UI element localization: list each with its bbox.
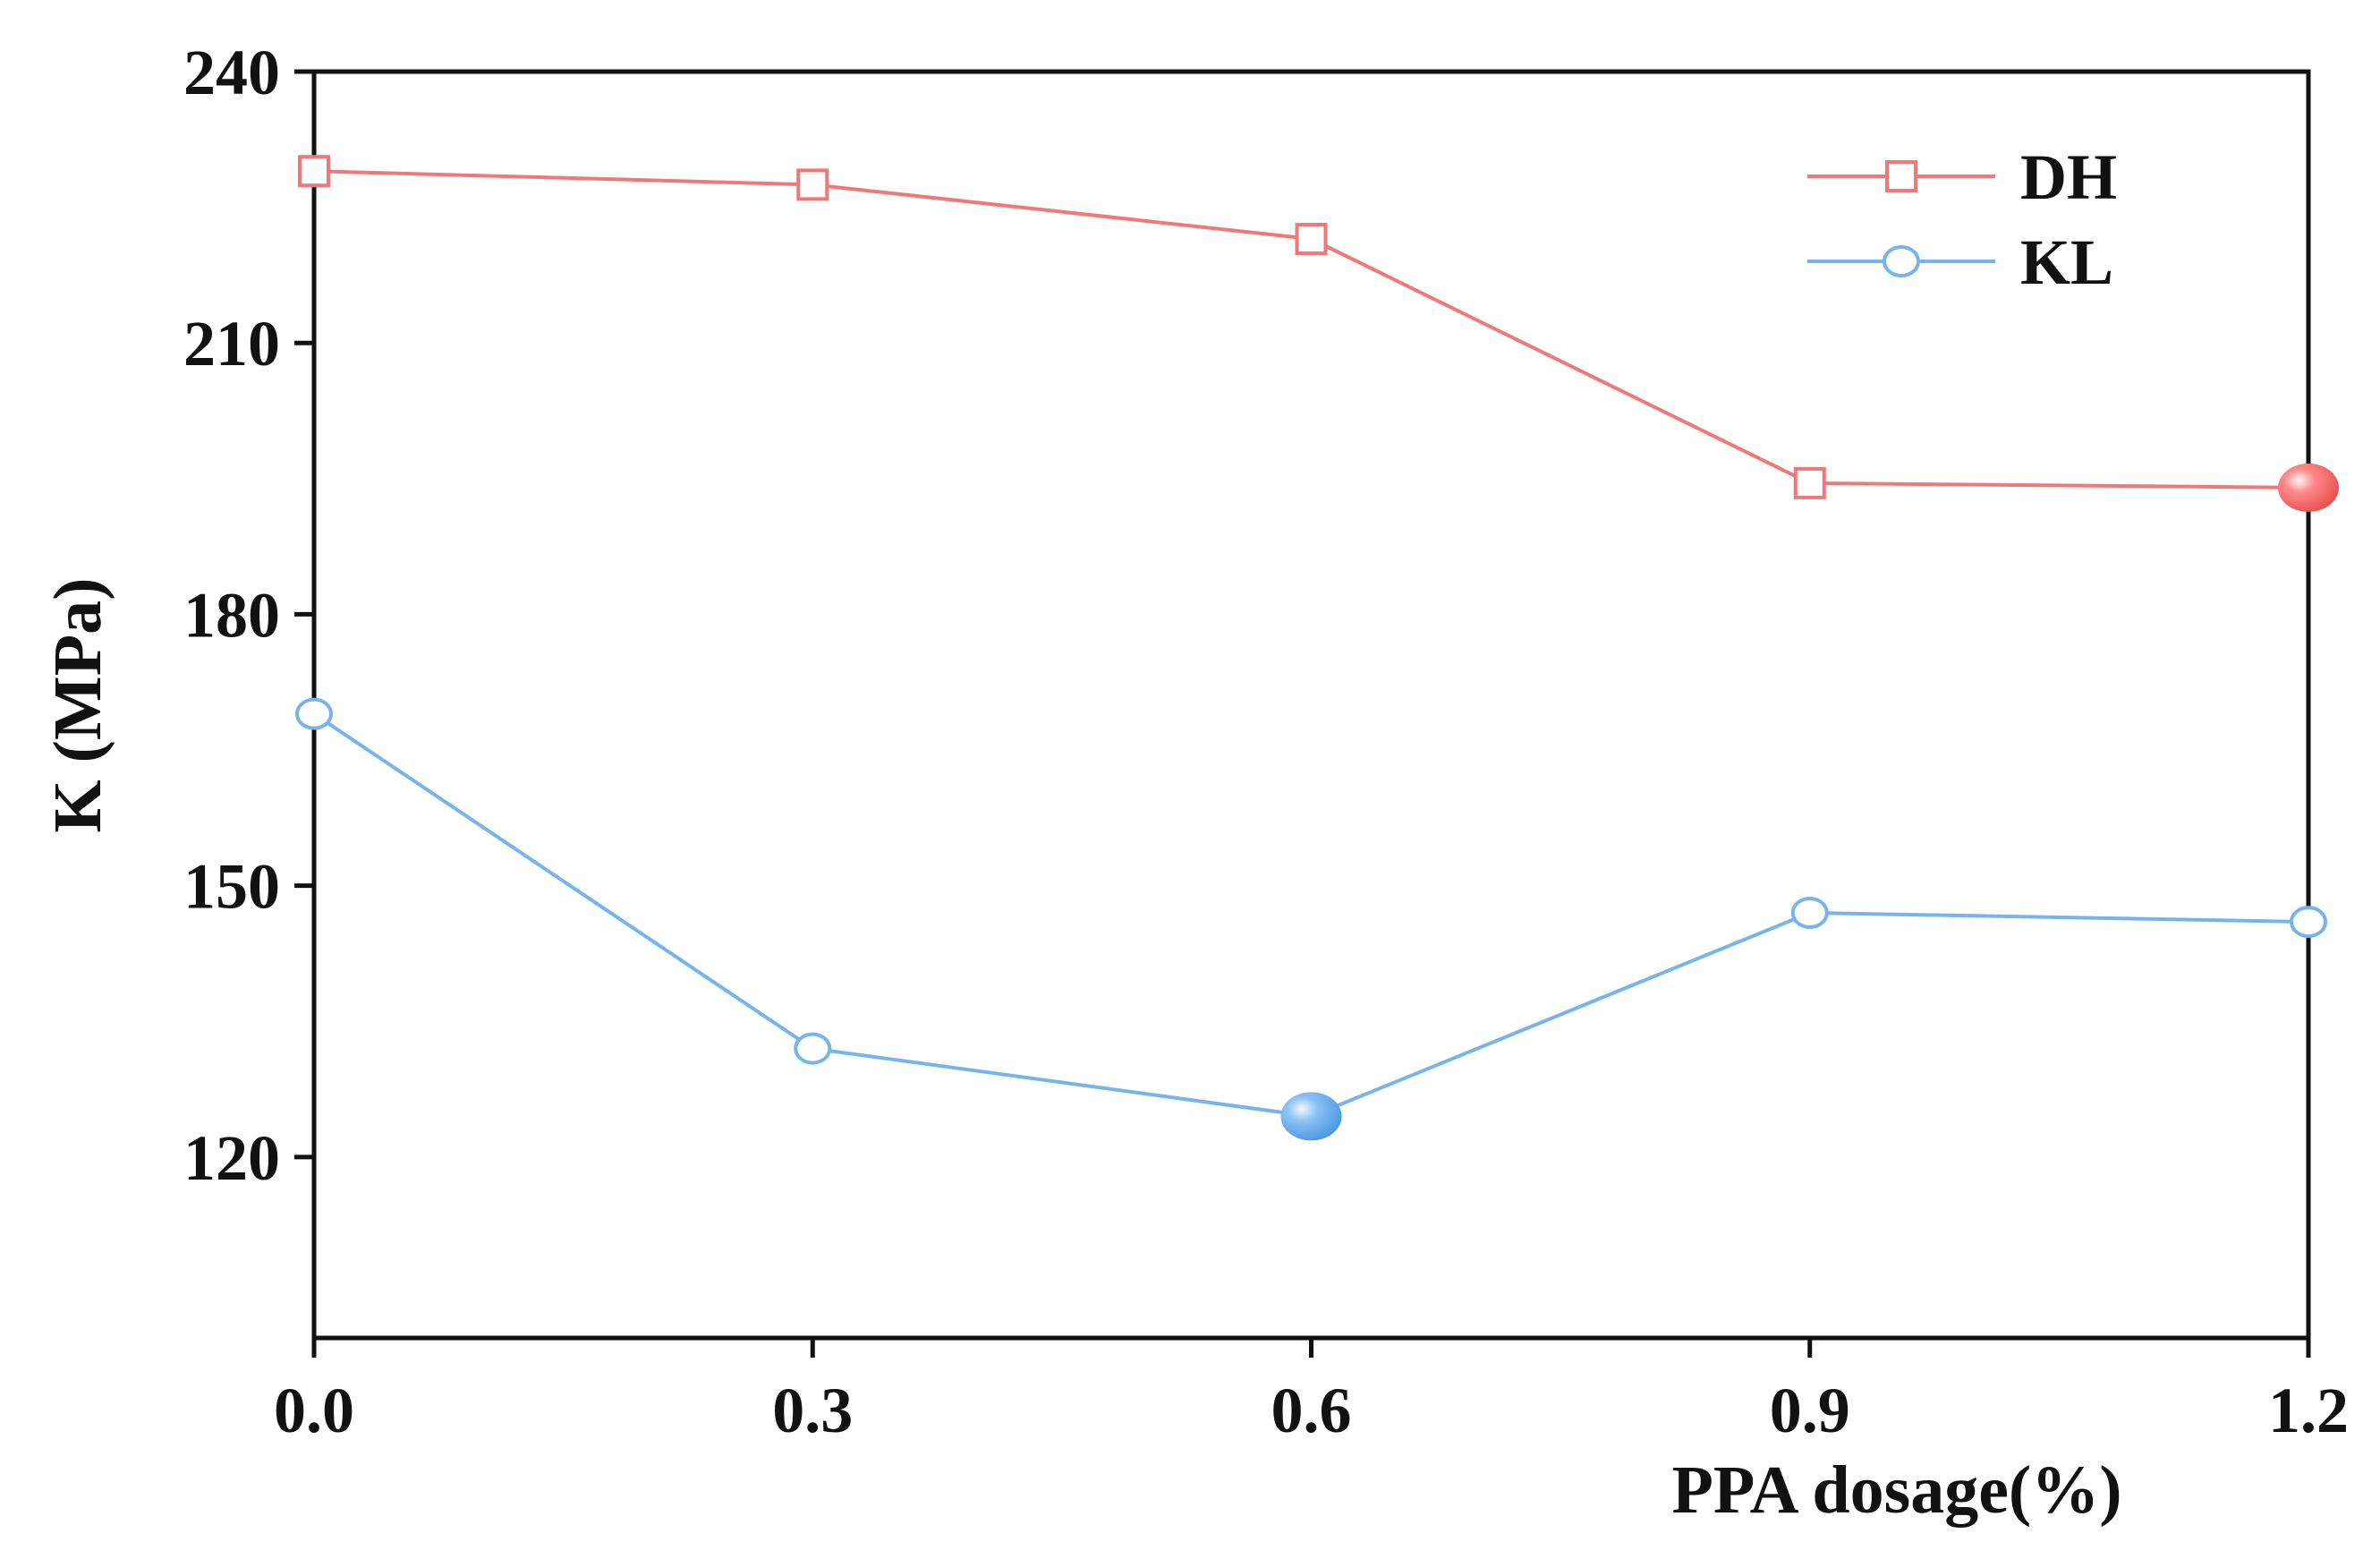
legend-label-kl: KL	[2020, 226, 2113, 298]
point-kl-0.3	[794, 1032, 832, 1065]
legend: DH KL	[1807, 141, 2117, 298]
series-layer	[295, 155, 2339, 1141]
series-dh	[298, 155, 2339, 512]
series-line-kl	[312, 711, 2309, 1119]
legend-marker-kl	[1883, 245, 1920, 277]
point-dh-0.6	[1295, 222, 1328, 255]
x-axis-title: PPA dosage(%)	[1671, 1453, 2121, 1528]
y-tick-label-120: 120	[183, 1122, 280, 1194]
series-kl	[295, 697, 2327, 1141]
legend-label-dh: DH	[2020, 141, 2117, 213]
x-tick-label-1.2: 1.2	[2268, 1375, 2349, 1446]
legend-item-kl: KL	[1807, 226, 2113, 298]
y-tick-label-210: 210	[183, 308, 280, 379]
tick-label-layer: 120 150 180 210 240 0.0 0.3 0.6 0.9 1.2	[183, 37, 2349, 1446]
x-tick-label-0.6: 0.6	[1271, 1375, 1352, 1446]
legend-item-dh: DH	[1807, 141, 2117, 213]
y-axis-title: K (MPa)	[40, 578, 115, 833]
x-tick-label-0.3: 0.3	[772, 1375, 853, 1446]
point-dh-0.9	[1793, 466, 1826, 499]
y-tick-label-150: 150	[183, 851, 280, 923]
x-tick-label-0.9: 0.9	[1770, 1375, 1850, 1446]
y-tick-label-180: 180	[183, 579, 280, 651]
legend-marker-dh	[1885, 160, 1917, 192]
plot-frame	[311, 69, 2311, 1341]
tick-layer	[294, 69, 2311, 1358]
point-dh-0.3	[796, 168, 829, 201]
point-dh-1.2-highlight	[2278, 463, 2339, 512]
point-kl-0.6-highlight	[1280, 1092, 1342, 1141]
point-dh-0.0	[298, 155, 330, 188]
point-kl-0.9	[1790, 896, 1829, 929]
point-kl-1.2	[2290, 906, 2327, 939]
y-tick-label-240: 240	[183, 37, 280, 108]
point-kl-0.0	[295, 697, 333, 730]
x-tick-label-0.0: 0.0	[274, 1375, 354, 1446]
series-line-dh	[313, 169, 2309, 490]
